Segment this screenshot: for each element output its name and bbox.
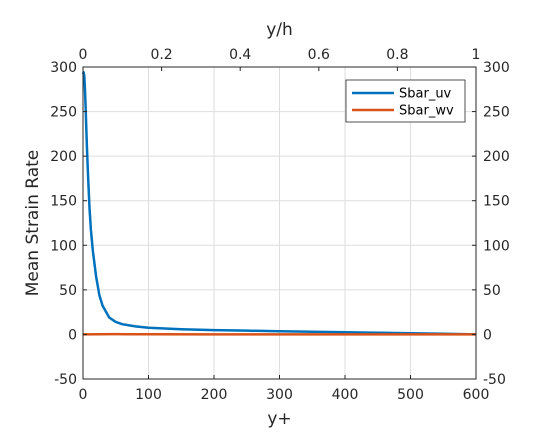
top-x-tick-label: 0.2 (150, 47, 172, 63)
top-x-tick-label: 1 (472, 47, 481, 63)
y-tick-label-left: 0 (68, 327, 77, 343)
x-tick-label: 200 (201, 387, 228, 403)
top-x-tick-label: 0.4 (229, 47, 251, 63)
x-tick-label: 0 (79, 387, 88, 403)
x-tick-label: 300 (266, 387, 293, 403)
y-tick-label-right: 150 (483, 194, 510, 210)
x-axis-label: y+ (267, 409, 291, 429)
y-tick-label-left: 250 (50, 105, 77, 121)
legend-box (345, 79, 466, 123)
series-line-sbar-uv (81, 71, 477, 336)
y-tick-label-right: 100 (483, 238, 510, 254)
x-tick-label: 100 (135, 387, 162, 403)
x-tick-label: 400 (332, 387, 359, 403)
y-tick-label-left: 200 (50, 149, 77, 165)
y-tick-label-right: 200 (483, 149, 510, 165)
series-layer (81, 71, 477, 336)
top-x-tick-label: 0.8 (386, 47, 408, 63)
y-tick-label-right: 250 (483, 105, 510, 121)
y-tick-label-right: -50 (483, 372, 506, 388)
y-tick-label-left: -50 (54, 372, 77, 388)
legend: Sbar_uv Sbar_wv (345, 79, 466, 123)
x-tick-label: 600 (463, 387, 490, 403)
y-tick-label-left: 300 (50, 60, 77, 76)
top-x-tick-label: 0.6 (308, 47, 330, 63)
top-x-tick-label: 0 (79, 47, 88, 63)
y-tick-label-right: 50 (483, 283, 501, 299)
x-tick-label: 500 (397, 387, 424, 403)
y-tick-label-right: 300 (483, 60, 510, 76)
y-axis-label: Mean Strain Rate (23, 150, 43, 296)
y-tick-label-left: 150 (50, 194, 77, 210)
legend-label-sbar-wv: Sbar_wv (399, 104, 454, 119)
top-x-axis-label: y/h (266, 20, 293, 40)
y-tick-label-left: 100 (50, 238, 77, 254)
y-tick-label-left: 50 (59, 283, 77, 299)
legend-label-sbar-uv: Sbar_uv (399, 87, 452, 102)
y-tick-label-right: 0 (483, 327, 492, 343)
